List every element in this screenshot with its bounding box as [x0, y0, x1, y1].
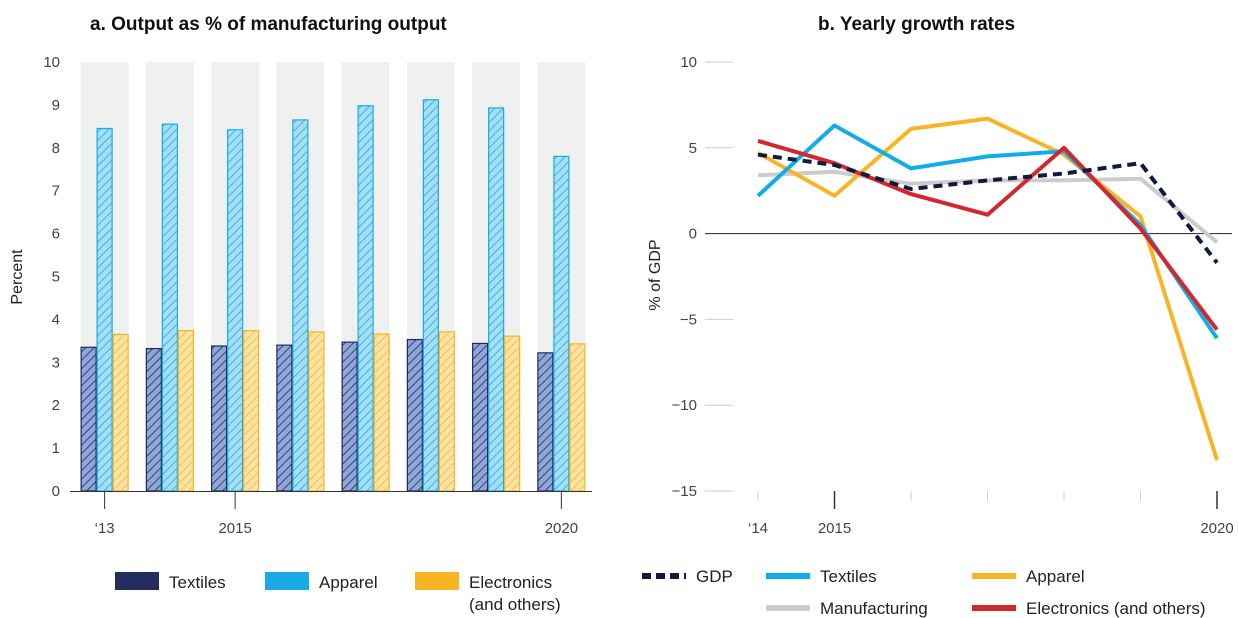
panel-b-legend: GDP Textiles Apparel Manufacturing Electroni… — [642, 567, 1206, 618]
bar-textiles-2019 — [472, 342, 489, 492]
panel-a-x-tick-label: 2020 — [545, 520, 578, 537]
legend-swatch — [265, 572, 309, 590]
panel-a-y-tick-label: 7 — [52, 183, 60, 200]
bar-apparel-2019 — [488, 107, 505, 492]
bar-textiles-2014 — [145, 347, 162, 492]
bar-electronics-2020 — [569, 343, 586, 492]
bar-textiles-2018 — [406, 338, 423, 492]
panel-a-y-tick-label: 10 — [43, 54, 60, 71]
panel-a-y-tick-label: 6 — [52, 226, 60, 243]
legend-item-apparel: Apparel — [972, 567, 1085, 586]
panel-a-bar-chart: a. Output as % of manufacturing output P… — [9, 14, 592, 614]
panel-b-x-tick-label: 2020 — [1200, 520, 1233, 537]
legend-label: Electronics (and others) — [469, 573, 561, 614]
panel-a-y-tick-label: 3 — [52, 354, 60, 371]
series-line-gdp — [757, 152, 1219, 265]
series-line-manufacturing — [757, 169, 1219, 244]
panel-a-y-tick-label: 8 — [52, 140, 60, 157]
panel-b-y-tick-label: 0 — [689, 226, 697, 243]
legend-item-electronics: Electronics (and others) — [415, 572, 561, 614]
series-line-apparel — [757, 116, 1219, 461]
panel-b-y-tick-label: 10 — [680, 54, 697, 71]
bar-electronics-2019 — [504, 335, 521, 492]
legend-label: Apparel — [1026, 567, 1085, 586]
bar-textiles-2020 — [537, 352, 554, 492]
legend-label: Textiles — [169, 573, 226, 592]
bar-electronics-2013 — [112, 333, 129, 492]
panel-a-x-tick-label: 2015 — [218, 520, 251, 537]
legend-item-apparel: Apparel — [265, 572, 378, 592]
bar-textiles-2013 — [80, 346, 97, 492]
panel-b-y-tick-label: −15 — [672, 483, 697, 500]
bar-textiles-2016 — [276, 344, 293, 492]
bar-apparel-2016 — [292, 119, 309, 492]
bar-apparel-2014 — [161, 123, 178, 492]
panel-b-title: b. Yearly growth rates — [818, 14, 1015, 35]
legend-label: Textiles — [820, 567, 877, 586]
bar-electronics-2016 — [308, 331, 325, 492]
series-line-textiles — [756, 123, 1219, 340]
legend-swatch — [115, 572, 159, 590]
legend-swatch — [415, 572, 459, 590]
panel-a-title: a. Output as % of manufacturing output — [90, 14, 447, 35]
panel-b-y-tick-label: 5 — [689, 140, 697, 157]
panel-a-legend: Textiles Apparel Electronics (and others) — [115, 572, 561, 614]
legend-label: Apparel — [319, 573, 378, 592]
bar-apparel-2017 — [357, 105, 374, 492]
panel-b-y-axis-label: % of GDP — [647, 239, 664, 310]
panel-a-y-axis-label: Percent — [9, 249, 26, 305]
legend-item-manufacturing: Manufacturing — [766, 599, 928, 618]
legend-item-electronics: Electronics (and others) — [972, 599, 1206, 618]
panel-a-y-tick-label: 2 — [52, 397, 60, 414]
legend-label: Manufacturing — [820, 599, 928, 618]
legend-item-gdp: GDP — [642, 567, 733, 586]
panel-a-y-tick-label: 4 — [52, 311, 60, 328]
bar-textiles-2017 — [341, 341, 358, 492]
legend-label: GDP — [696, 567, 733, 586]
bar-apparel-2018 — [422, 99, 439, 492]
panel-b-x-tick-label: 2015 — [818, 520, 851, 537]
legend-label: Electronics (and others) — [1026, 599, 1206, 618]
bar-textiles-2015 — [211, 345, 228, 492]
panel-a-y-tick-label: 1 — [52, 440, 60, 457]
bar-apparel-2013 — [96, 127, 113, 492]
bar-electronics-2018 — [438, 331, 455, 492]
bar-electronics-2014 — [177, 329, 194, 492]
bar-electronics-2017 — [373, 333, 390, 492]
panel-b-x-tick-label: ‘14 — [748, 520, 768, 537]
panel-a-y-tick-label: 5 — [52, 269, 60, 286]
panel-b-y-tick-label: −5 — [680, 311, 697, 328]
panel-b-y-tick-label: −10 — [672, 397, 697, 414]
panel-a-y-tick-label: 0 — [52, 483, 60, 500]
legend-item-textiles: Textiles — [115, 572, 226, 592]
bar-apparel-2020 — [553, 155, 570, 492]
legend-item-textiles: Textiles — [766, 567, 877, 586]
bar-electronics-2015 — [243, 329, 260, 492]
panel-a-y-tick-label: 9 — [52, 97, 60, 114]
bar-apparel-2015 — [227, 129, 244, 492]
panel-b-line-chart: b. Yearly growth rates % of GDP 10 5 0 −5 −1… — [642, 14, 1234, 618]
panel-a-x-tick-label: ‘13 — [95, 520, 115, 537]
